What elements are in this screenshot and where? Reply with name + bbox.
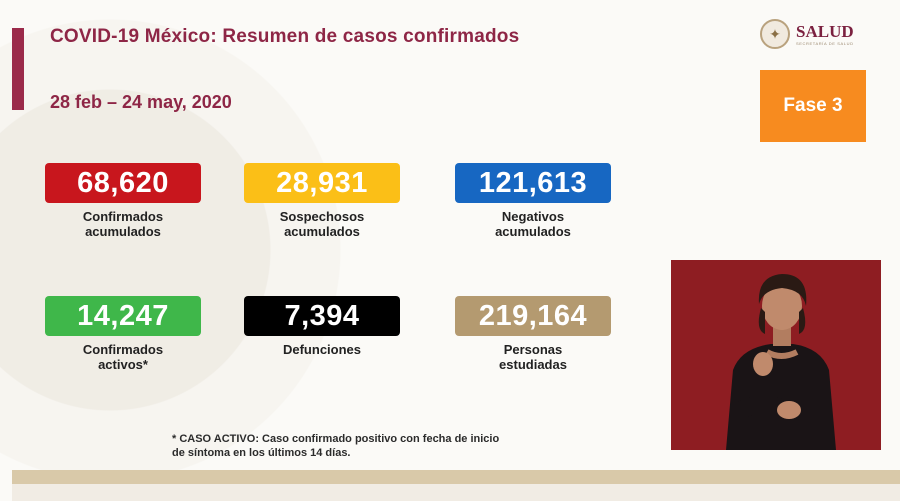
stat-suspected-cumulative: 28,931 Sospechosos acumulados <box>244 163 400 239</box>
footnote: * CASO ACTIVO: Caso confirmado positivo … <box>172 432 612 460</box>
stat-label-line1: Negativos <box>501 209 565 224</box>
logo-name: SALUD <box>796 21 854 41</box>
interpreter-figure-icon <box>671 260 881 450</box>
stat-label-line1: Sospechosos <box>279 209 365 224</box>
stat-value-box: 121,613 <box>455 163 611 203</box>
stat-people-studied: 219,164 Personas estudiadas <box>455 296 611 372</box>
stat-label-line1: Confirmados <box>82 209 164 224</box>
stat-label: Sospechosos acumulados <box>244 209 400 239</box>
stat-label-line1: Confirmados <box>82 342 164 357</box>
footer-band <box>12 470 900 484</box>
stat-label-line2: activos* <box>98 357 148 372</box>
stat-label: Personas estudiadas <box>455 342 611 372</box>
stat-label: Defunciones <box>244 342 400 357</box>
stat-label-line1: Defunciones <box>282 342 361 357</box>
stat-value-box: 28,931 <box>244 163 400 203</box>
stat-value-box: 68,620 <box>45 163 201 203</box>
stat-label: Confirmados acumulados <box>45 209 201 239</box>
stat-value-box: 7,394 <box>244 296 400 336</box>
stat-value-box: 219,164 <box>455 296 611 336</box>
stat-negative-cumulative: 121,613 Negativos acumulados <box>455 163 611 239</box>
footer-band-light <box>12 484 900 501</box>
accent-bar <box>12 28 24 110</box>
phase-badge: Fase 3 <box>760 70 866 142</box>
stat-value-box: 14,247 <box>45 296 201 336</box>
date-range: 28 feb – 24 may, 2020 <box>50 92 232 112</box>
stat-label: Confirmados activos* <box>45 342 201 372</box>
page-title: COVID-19 México: Resumen de casos confir… <box>50 26 520 47</box>
stat-label-line2: acumulados <box>284 224 360 239</box>
stat-label-line1: Personas <box>503 342 563 357</box>
sign-language-interpreter-video <box>671 260 881 450</box>
footnote-line1: * CASO ACTIVO: Caso confirmado positivo … <box>172 433 500 445</box>
footnote-line2: de síntoma en los últimos 14 días. <box>172 447 351 459</box>
logo-subtitle: SECRETARÍA DE SALUD <box>796 40 854 46</box>
salud-logo: ✦ SALUD SECRETARÍA DE SALUD <box>760 18 870 50</box>
stat-label: Negativos acumulados <box>455 209 611 239</box>
eagle-seal-icon: ✦ <box>760 19 790 49</box>
stat-confirmed-active: 14,247 Confirmados activos* <box>45 296 201 372</box>
stat-label-line2: acumulados <box>85 224 161 239</box>
stat-label-line2: acumulados <box>495 224 571 239</box>
stat-confirmed-cumulative: 68,620 Confirmados acumulados <box>45 163 201 239</box>
stat-deaths: 7,394 Defunciones <box>244 296 400 357</box>
stat-label-line2: estudiadas <box>499 357 567 372</box>
